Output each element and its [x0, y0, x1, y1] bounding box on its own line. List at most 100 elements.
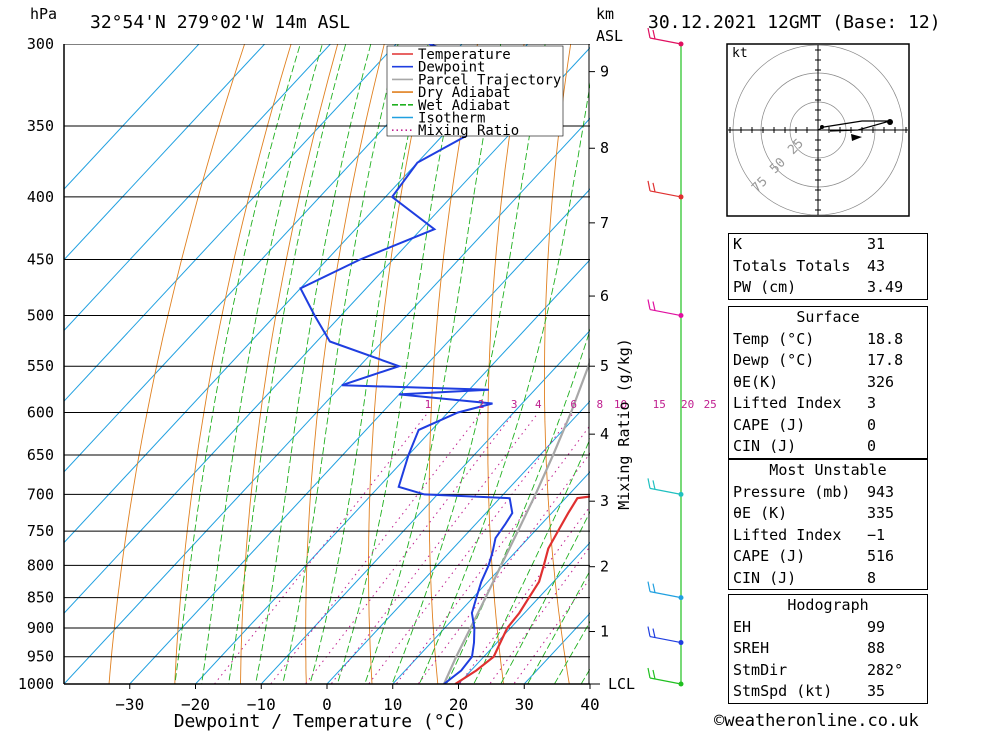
info-key: θE(K) — [733, 372, 779, 391]
info-key: EH — [733, 617, 752, 636]
dry-adiabat-line — [368, 44, 432, 684]
isotherm-line — [64, 44, 332, 332]
km-tick-label: 1 — [600, 623, 609, 641]
info-key: CIN (J) — [733, 568, 797, 587]
info-key: StmSpd (kt) — [733, 682, 833, 700]
dry-adiabat-line — [428, 44, 478, 684]
dry-adiabat-line — [653, 7, 708, 710]
info-row: Lifted Index −1 — [729, 525, 927, 547]
temperature-line — [454, 495, 590, 684]
wind-barb-staff — [649, 635, 682, 644]
storm-motion-arrow — [851, 134, 862, 141]
info-row: SREH 88 — [729, 638, 927, 660]
wind-barb-staff — [649, 37, 682, 45]
pressure-tick-label: 550 — [27, 357, 54, 375]
mixing-ratio-line — [213, 412, 429, 684]
km-tick-label: 4 — [600, 425, 609, 443]
wind-barb-staff — [649, 677, 682, 685]
info-value: 18.8 — [867, 329, 904, 348]
mixing-ratio-line — [368, 412, 575, 684]
info-value: 43 — [867, 256, 886, 275]
info-key: SREH — [733, 639, 770, 657]
info-key: CAPE (J) — [733, 547, 806, 565]
pressure-tick-label: 950 — [27, 648, 54, 666]
hodograph-params-title: Hodograph — [787, 596, 869, 614]
info-row: CAPE (J) 0 — [729, 415, 927, 437]
temp-tick-label: 0 — [322, 695, 332, 714]
info-value: 326 — [867, 372, 895, 391]
wind-barb-flag — [652, 301, 656, 311]
isotherm-line — [64, 46, 590, 614]
info-key: StmDir — [733, 660, 788, 679]
mixing-ratio-label: 15 — [653, 398, 666, 411]
legend-label: Parcel Trajectory — [418, 72, 561, 88]
wind-barb-flag — [647, 27, 651, 39]
info-row: CIN (J) 8 — [729, 568, 927, 590]
wind-barb-staff — [649, 591, 682, 599]
wet-adiabat-line — [282, 44, 399, 684]
dry-adiabat-line — [108, 44, 246, 684]
mixing-ratio-label: 1 — [425, 398, 432, 411]
mixing-ratio-label: 20 — [681, 398, 694, 411]
wind-barb-flag — [652, 480, 656, 490]
info-key: Dewp (°C) — [733, 351, 815, 369]
info-row: Pressure (mb) 943 — [729, 482, 927, 504]
legend-label: Wet Adiabat — [418, 98, 511, 114]
most-unstable-box: Most Unstable Pressure (mb) 943 θE (K) 335 L… — [728, 459, 928, 590]
info-key: CIN (J) — [733, 437, 797, 455]
info-key: PW (cm) — [733, 278, 797, 296]
info-key: Temp (°C) — [733, 329, 815, 348]
background-lines — [64, 7, 1000, 710]
info-value: 516 — [867, 547, 895, 565]
axes: 3003504004505005506006507007508008509009… — [18, 35, 635, 714]
datetime-title: 30.12.2021 12GMT (Base: 12) — [648, 12, 941, 33]
temp-tick-label: −20 — [181, 695, 210, 714]
legend-label: Mixing Ratio — [418, 123, 519, 139]
info-value: 31 — [867, 235, 886, 253]
km-tick-label: 5 — [600, 357, 609, 375]
wet-adiabat-line — [201, 44, 323, 684]
info-value: 0 — [867, 415, 877, 434]
info-row: EH 99 — [729, 617, 927, 639]
dry-adiabat-line — [487, 44, 525, 684]
pressure-tick-label: 800 — [27, 556, 54, 574]
temp-tick-label: 40 — [580, 695, 599, 714]
info-value: 99 — [867, 617, 886, 636]
dry-adiabat-line — [988, 7, 1000, 710]
mixing-ratio-label: 8 — [596, 398, 603, 411]
info-value: 282° — [867, 660, 904, 679]
indices-box: K 31 Totals Totals 43 PW (cm) 3.49 — [728, 233, 928, 300]
pressure-tick-label: 350 — [27, 117, 54, 135]
legend-label: Dewpoint — [418, 60, 485, 76]
profiles — [299, 44, 590, 684]
dry-adiabat-line — [240, 44, 339, 684]
wind-barb-column — [647, 27, 684, 687]
wet-adiabat-line — [418, 82, 590, 684]
info-row: Lifted Index 3 — [729, 393, 927, 415]
info-key: Pressure (mb) — [733, 482, 851, 501]
pressure-tick-label: 900 — [27, 619, 54, 637]
parcel-trajectory-line — [442, 357, 590, 684]
wind-barb-flag — [647, 478, 651, 489]
wet-adiabat-line — [391, 44, 546, 684]
dry-adiabat-line — [174, 44, 292, 684]
mixing-ratio-label: 25 — [704, 398, 717, 411]
info-key: θE (K) — [733, 504, 788, 522]
info-value: 943 — [867, 482, 895, 501]
mixing-ratio-label: 6 — [570, 398, 577, 411]
surface-title: Surface — [796, 308, 860, 326]
credit-text[interactable]: ©weatheronline.co.uk — [714, 711, 919, 731]
info-key: CAPE (J) — [733, 415, 806, 434]
wind-barb-flag — [647, 626, 651, 637]
info-value: 35 — [867, 682, 886, 700]
mixing-ratio-line — [304, 412, 515, 684]
wind-barb-flag — [652, 29, 656, 40]
km-tick-label: 2 — [600, 558, 609, 576]
mixing-ratio-label: 4 — [535, 398, 542, 411]
hodograph-start-dot — [820, 125, 824, 129]
info-value: 17.8 — [867, 351, 904, 369]
info-row: θE (K) 335 — [729, 503, 927, 525]
km-tick-label: 9 — [600, 63, 609, 81]
